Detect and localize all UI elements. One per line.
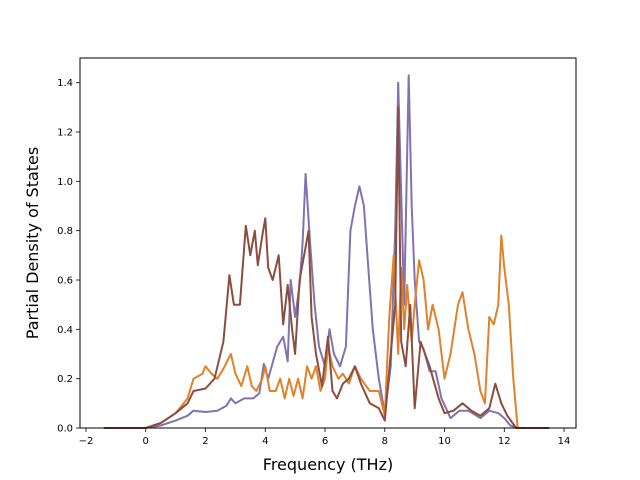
series-layer bbox=[103, 74, 550, 429]
x-tick-label: 8 bbox=[382, 436, 388, 447]
series-line-3 bbox=[103, 106, 550, 429]
series-line-2 bbox=[103, 234, 550, 429]
x-tick-label: 12 bbox=[498, 436, 511, 447]
y-tick-label: 1.4 bbox=[57, 78, 73, 89]
y-tick-label: 0.0 bbox=[57, 424, 73, 435]
plot-frame bbox=[79, 57, 577, 429]
x-tick-label: 4 bbox=[262, 436, 268, 447]
x-tick-label: 2 bbox=[202, 436, 208, 447]
x-tick-label: 0 bbox=[143, 436, 149, 447]
y-tick-label: 0.6 bbox=[57, 276, 73, 287]
x-tick-label: 10 bbox=[438, 436, 451, 447]
x-axis-label: Frequency (THz) bbox=[263, 455, 393, 474]
y-tick-label: 1.2 bbox=[57, 128, 73, 139]
y-tick-label: 1.0 bbox=[57, 177, 73, 188]
x-tick-label: 6 bbox=[322, 436, 328, 447]
x-tick-label: 14 bbox=[558, 436, 571, 447]
series-line-1 bbox=[103, 74, 550, 429]
tick-layer: −2 0 2 4 6 8 10 12 14 0.0 0.2 0.4 0.6 0.8 1.0 1.2 1.4 bbox=[57, 78, 570, 447]
x-tick-label: −2 bbox=[79, 436, 94, 447]
y-tick-label: 0.8 bbox=[57, 226, 73, 237]
y-tick-label: 0.4 bbox=[57, 325, 73, 336]
y-tick-label: 0.2 bbox=[57, 374, 73, 385]
y-axis-label: Partial Density of States bbox=[23, 147, 42, 339]
